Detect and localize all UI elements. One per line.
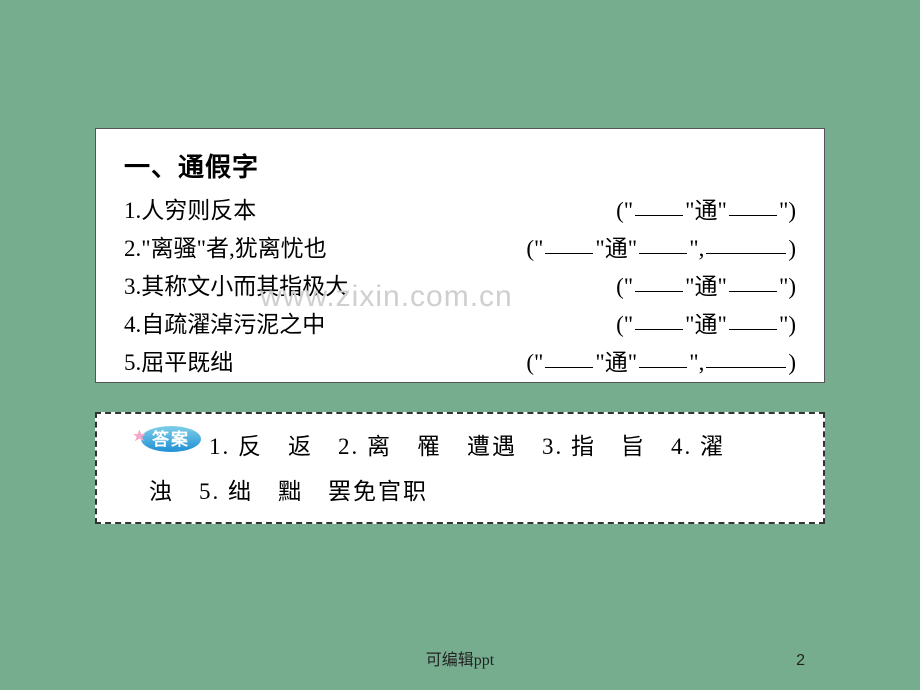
footer-text: 可编辑ppt [0,646,920,670]
svg-text:答案: 答案 [152,429,190,449]
blank-pattern: (""通"") [616,306,796,344]
item-row: 2."离骚"者,犹离忧也 (""通"",) [124,230,796,268]
question-card: 一、通假字 1.人穷则反本 (""通"") 2."离骚"者,犹离忧也 (""通"… [95,128,825,383]
answer-line-1: 答案 1. 反 返 2. 离 罹 遭遇 3. 指 旨 4. 濯 [131,426,799,471]
item-number: 1. [124,198,141,223]
item-number: 5. [124,350,141,375]
item-text: 1.人穷则反本 [124,192,256,230]
answer-line-2: 浊 5. 绌 黜 罢免官职 [131,471,799,514]
item-row: 3.其称文小而其指极大 (""通"") [124,268,796,306]
item-text: 4.自疏濯淖污泥之中 [124,306,325,344]
answer-text-2: 浊 5. 绌 黜 罢免官职 [149,479,428,504]
page-number: 2 [796,652,805,670]
item-row: 4.自疏濯淖污泥之中 (""通"") [124,306,796,344]
item-text: 2."离骚"者,犹离忧也 [124,230,327,268]
blank-pattern: (""通"") [616,192,796,230]
item-number: 4. [124,312,141,337]
item-number: 2. [124,236,141,261]
item-row: 1.人穷则反本 (""通"") [124,192,796,230]
blank-pattern: (""通"",) [526,230,796,268]
item-body: 其称文小而其指极大 [141,274,348,299]
item-body: 自疏濯淖污泥之中 [141,312,325,337]
item-number: 3. [124,274,141,299]
answer-card: 答案 1. 反 返 2. 离 罹 遭遇 3. 指 旨 4. 濯 浊 5. 绌 黜… [95,412,825,524]
item-body: "离骚"者,犹离忧也 [141,236,327,261]
blank-pattern: (""通"") [616,268,796,306]
section-heading: 一、通假字 [124,147,796,184]
item-body: 人穷则反本 [141,198,256,223]
answer-badge: 答案 [131,424,203,469]
answer-text-1: 1. 反 返 2. 离 罹 遭遇 3. 指 旨 4. 濯 [209,434,725,459]
blank-pattern: (""通"",) [526,344,796,382]
item-text: 5.屈平既绌 [124,344,233,382]
item-row: 5.屈平既绌 (""通"",) [124,344,796,382]
item-body: 屈平既绌 [141,350,233,375]
item-text: 3.其称文小而其指极大 [124,268,348,306]
